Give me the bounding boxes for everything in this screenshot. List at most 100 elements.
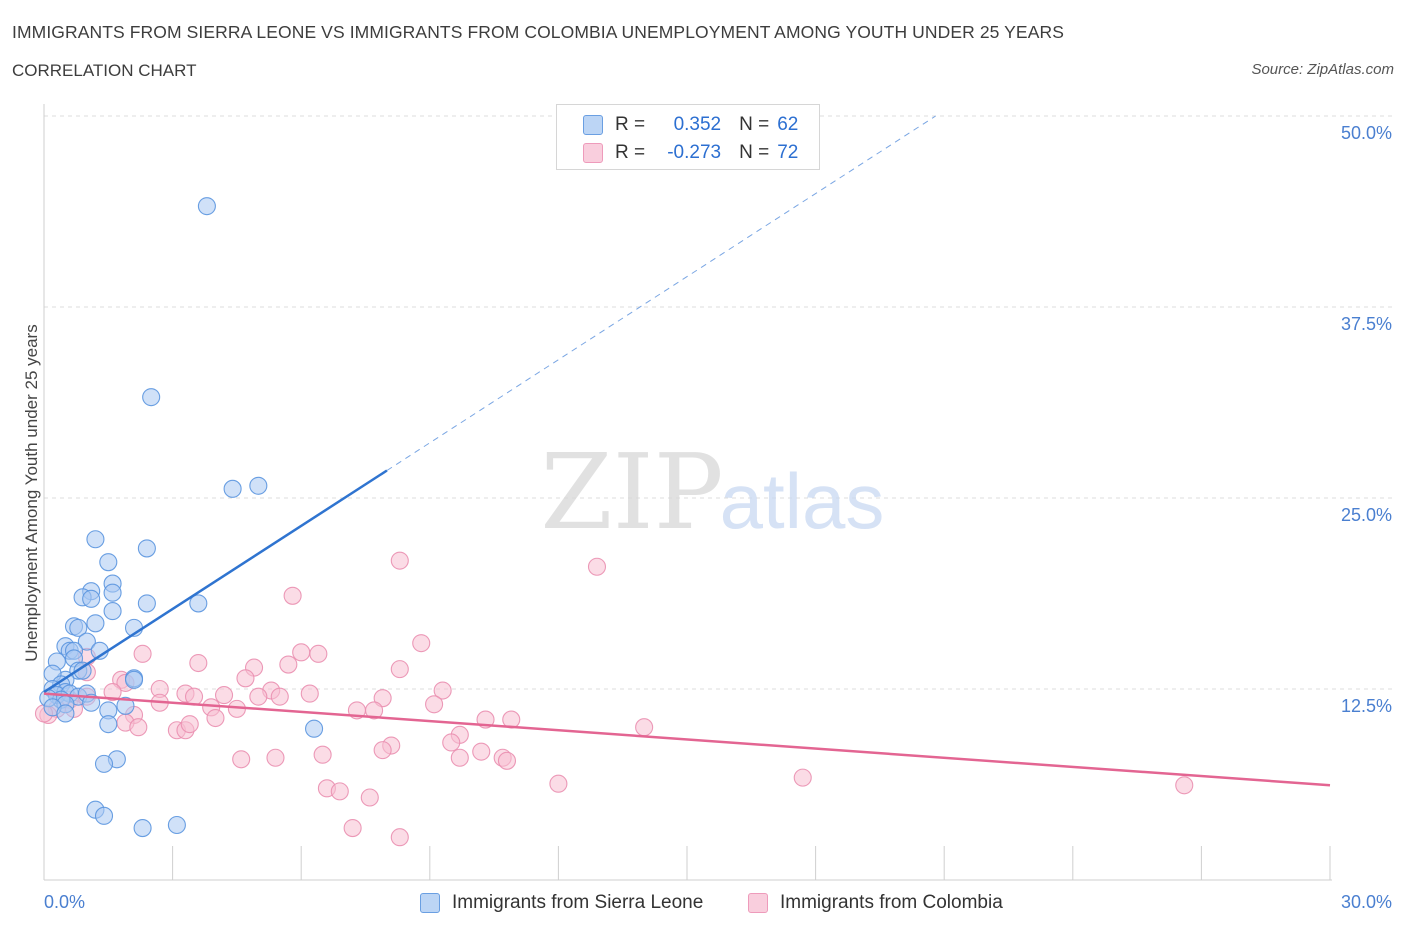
colombia-point bbox=[270, 687, 289, 706]
sierra-leone-point bbox=[249, 476, 268, 495]
legend-n-value: 62 bbox=[777, 114, 799, 135]
legend-n-label: N = bbox=[739, 114, 770, 135]
colombia-point bbox=[360, 788, 379, 807]
colombia-point bbox=[587, 557, 607, 576]
sierra-leone-point bbox=[99, 715, 118, 734]
sierra-leone-point bbox=[223, 479, 242, 498]
colombia-point bbox=[292, 643, 311, 662]
y-tick-label: 50.0% bbox=[1341, 123, 1392, 143]
colombia-point bbox=[249, 687, 268, 706]
legend-row-sierra-leone: R = 0.352 N = 62 bbox=[583, 113, 798, 137]
chart-subtitle: CORRELATION CHART bbox=[12, 61, 197, 80]
sierra-leone-point bbox=[73, 661, 92, 680]
colombia-point bbox=[365, 701, 384, 720]
bottom-legend-swatch-sierra-leone bbox=[420, 893, 440, 913]
colombia-point bbox=[442, 733, 461, 752]
sierra-leone-point bbox=[82, 589, 101, 608]
trend-lines bbox=[43, 115, 1331, 787]
colombia-point bbox=[497, 751, 517, 770]
legend-r-value: 0.352 bbox=[673, 114, 722, 135]
colombia-point bbox=[450, 748, 469, 767]
colombia-point bbox=[412, 634, 431, 653]
y-axis-label: Unemployment Among Youth under 25 years bbox=[22, 324, 41, 661]
legend-n-value: 72 bbox=[777, 142, 799, 163]
colombia-point bbox=[184, 687, 204, 706]
bottom-legend-swatch-colombia bbox=[748, 893, 768, 913]
sierra-leone-point bbox=[94, 806, 114, 825]
bottom-legend-label-sierra-leone: Immigrants from Sierra Leone bbox=[452, 892, 704, 913]
colombia-point bbox=[390, 828, 409, 847]
colombia-point bbox=[1175, 776, 1194, 795]
bottom-legend-sierra-leone: Immigrants from Sierra Leone bbox=[420, 890, 703, 916]
axes bbox=[43, 104, 1332, 881]
legend-r-label: R = bbox=[615, 142, 646, 163]
sierra-leone-point bbox=[137, 594, 156, 613]
legend-row-colombia: R = -0.273 N = 72 bbox=[583, 141, 798, 165]
colombia-point bbox=[343, 818, 362, 838]
sierra-leone-point bbox=[116, 696, 135, 715]
colombia-point bbox=[373, 741, 392, 760]
bottom-legend-label-colombia: Immigrants from Colombia bbox=[780, 892, 1003, 913]
legend-n-label: N = bbox=[739, 142, 770, 163]
sierra-leone-point bbox=[86, 614, 105, 633]
sierra-leone-point bbox=[124, 670, 144, 689]
legend-swatch-sierra-leone bbox=[583, 115, 603, 135]
sierra-leone-point bbox=[103, 602, 122, 621]
colombia-point bbox=[129, 718, 148, 737]
sierra-leone-point bbox=[197, 197, 216, 216]
sierra-leone-point bbox=[305, 719, 324, 738]
sierra-leone-point bbox=[167, 815, 186, 835]
y-tick-label: 12.5% bbox=[1341, 696, 1392, 716]
sierra-leone-point bbox=[94, 754, 114, 773]
colombia-point bbox=[189, 653, 208, 673]
colombia-point bbox=[390, 660, 409, 679]
colombia-point bbox=[206, 708, 225, 728]
sierra-leone-point bbox=[69, 618, 88, 637]
colombia-point bbox=[232, 750, 251, 769]
legend-swatch-colombia bbox=[583, 143, 603, 163]
colombia-point bbox=[180, 715, 199, 734]
sierra-leone-point bbox=[82, 693, 101, 712]
watermark: ZIP atlas bbox=[540, 431, 884, 553]
sierra-leone-trend-extension bbox=[386, 115, 936, 471]
sierra-leone-point bbox=[133, 818, 152, 838]
colombia-point bbox=[103, 683, 122, 702]
colombia-point bbox=[635, 718, 654, 737]
watermark-zip: ZIP bbox=[540, 431, 723, 553]
bottom-legend-colombia: Immigrants from Colombia bbox=[748, 890, 1003, 916]
colombia-point bbox=[300, 684, 319, 703]
colombia-point bbox=[133, 644, 152, 663]
series-colombia-points bbox=[34, 551, 1194, 847]
colombia-point bbox=[793, 768, 812, 787]
colombia-point bbox=[330, 782, 349, 801]
colombia-point bbox=[425, 695, 444, 714]
colombia-point bbox=[309, 644, 328, 663]
colombia-point bbox=[390, 551, 409, 570]
colombia-point bbox=[236, 669, 255, 688]
chart-title: IMMIGRANTS FROM SIERRA LEONE VS IMMIGRAN… bbox=[12, 22, 1064, 42]
legend-r-value: -0.273 bbox=[667, 142, 722, 163]
sierra-leone-point bbox=[86, 530, 105, 549]
sierra-leone-point bbox=[56, 704, 75, 723]
tick-labels: 12.5% 25.0% 37.5% 50.0% 0.0% 30.0% bbox=[44, 123, 1392, 912]
y-tick-label: 25.0% bbox=[1341, 505, 1392, 525]
colombia-point bbox=[433, 681, 452, 700]
colombia-point bbox=[214, 686, 234, 705]
colombia-point bbox=[313, 745, 332, 764]
grid-lines bbox=[44, 115, 1394, 690]
correlation-legend: R = 0.352 N = 62 R = -0.273 N = 72 bbox=[556, 104, 820, 170]
source-note: Source: ZipAtlas.com bbox=[1251, 61, 1394, 78]
colombia-point bbox=[279, 655, 298, 674]
watermark-atlas: atlas bbox=[720, 457, 885, 545]
series-sierra-leone-points bbox=[39, 197, 324, 838]
sierra-leone-point bbox=[142, 388, 161, 407]
colombia-point bbox=[266, 748, 285, 767]
sierra-leone-point bbox=[77, 632, 96, 651]
sierra-leone-point bbox=[99, 553, 118, 572]
colombia-point bbox=[373, 689, 392, 708]
y-tick-label: 37.5% bbox=[1341, 314, 1392, 334]
x-tick-label: 30.0% bbox=[1341, 892, 1392, 912]
sierra-leone-point bbox=[189, 594, 208, 613]
colombia-trend-line bbox=[43, 692, 1331, 787]
